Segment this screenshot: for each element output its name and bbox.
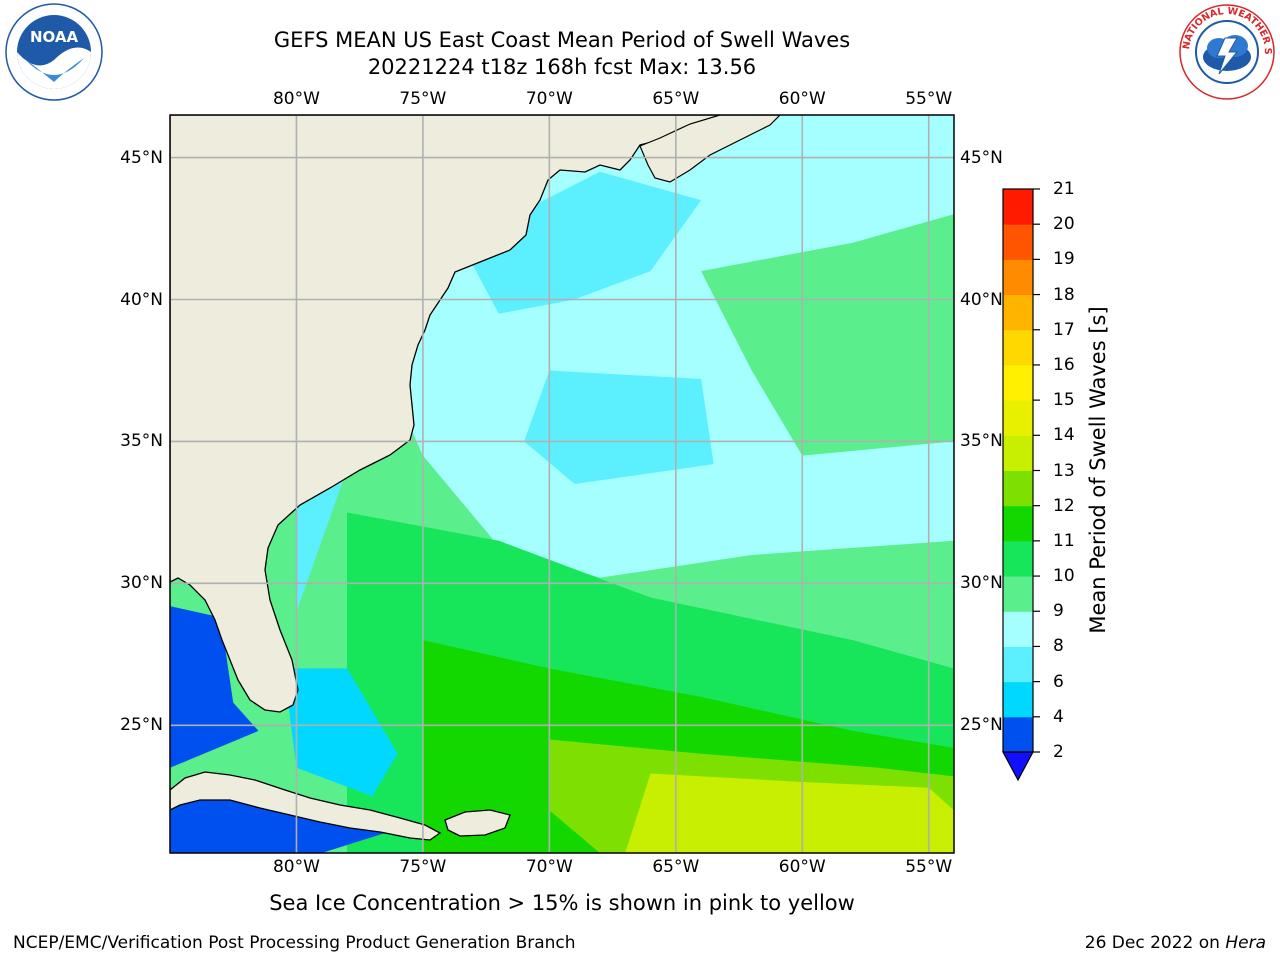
- colorbar-tick-label: 21: [1053, 179, 1075, 199]
- latitude-tick-left: 35°N: [120, 431, 163, 452]
- latitude-tick-right: 40°N: [960, 289, 1003, 310]
- colorbar-tick-label: 18: [1053, 284, 1075, 305]
- longitude-tick-bottom: 80°W: [272, 857, 320, 877]
- footer-date: 26 Dec 2022 on Hera: [1085, 933, 1266, 953]
- latitude-tick-left: 25°N: [120, 715, 163, 736]
- longitude-tick-top: 65°W: [652, 89, 700, 109]
- colorbar-swatch: [1003, 470, 1033, 507]
- colorbar-swatch: [1003, 681, 1033, 718]
- land-hispaniola: [444, 809, 511, 837]
- svg-text:NOAA: NOAA: [30, 28, 79, 46]
- longitude-tick-top: 60°W: [778, 89, 826, 109]
- colorbar-swatch: [1003, 259, 1033, 296]
- longitude-tick-bottom: 60°W: [778, 857, 826, 877]
- colorbar-extend-arrow: [1001, 751, 1035, 782]
- colorbar-tick-label: 10: [1053, 566, 1075, 587]
- colorbar-tick-label: 14: [1053, 425, 1075, 446]
- colorbar-swatch: [1003, 540, 1033, 577]
- map-title: GEFS MEAN US East Coast Mean Period of S…: [273, 28, 851, 52]
- longitude-tick-bottom: 70°W: [525, 857, 573, 877]
- swell-period-zone: [170, 606, 259, 768]
- latitude-tick-right: 45°N: [960, 147, 1003, 168]
- colorbar-swatch: [1003, 364, 1033, 401]
- swell-period-zone: [283, 668, 398, 797]
- colorbar-label: Mean Period of Swell Waves [s]: [1086, 306, 1110, 634]
- longitude-tick-top: 80°W: [272, 89, 320, 109]
- swell-period-zone: [625, 773, 954, 853]
- colorbar-swatch: [1003, 189, 1033, 225]
- colorbar-swatch: [1003, 716, 1033, 753]
- colorbar-tick-label: 11: [1053, 530, 1075, 551]
- swell-period-zone: [296, 398, 373, 612]
- colorbar-swatch: [1003, 576, 1033, 612]
- colorbar-tick-label: 19: [1053, 249, 1075, 270]
- colorbar-tick-label: 12: [1053, 495, 1075, 516]
- swell-period-zone: [701, 214, 954, 456]
- colorbar-swatch: [1003, 224, 1033, 260]
- swell-period-zone: [170, 787, 385, 853]
- swell-period-zone: [524, 370, 714, 484]
- colorbar-tick-label: 15: [1053, 390, 1075, 411]
- land-cuba: [170, 771, 442, 841]
- footer-credit: NCEP/EMC/Verification Post Processing Pr…: [13, 933, 576, 953]
- colorbar-tick-label: 16: [1053, 354, 1075, 375]
- longitude-tick-top: 70°W: [525, 89, 573, 109]
- colorbar-tick-label: 6: [1053, 671, 1064, 692]
- longitude-tick-top: 55°W: [905, 89, 953, 109]
- swell-period-zone: [460, 171, 702, 314]
- colorbar-swatch: [1003, 435, 1033, 471]
- footer-host: Hera: [1225, 933, 1266, 953]
- footer-date-text: 26 Dec 2022 on: [1084, 933, 1226, 953]
- sea-ice-note: Sea Ice Concentration > 15% is shown in …: [269, 891, 855, 915]
- longitude-tick-bottom: 75°W: [399, 857, 447, 877]
- longitude-tick-top: 75°W: [399, 89, 447, 109]
- colorbar-tick-label: 17: [1053, 319, 1075, 340]
- colorbar-tick-label: 4: [1053, 706, 1064, 727]
- latitude-tick-left: 30°N: [120, 573, 163, 594]
- colorbar-tick-label: 9: [1053, 601, 1064, 622]
- longitude-tick-bottom: 65°W: [652, 857, 700, 877]
- colorbar-tick-label: 2: [1053, 742, 1064, 762]
- map-subtitle: 20221224 t18z 168h fcst Max: 13.56: [367, 55, 757, 79]
- colorbar-swatch: [1003, 646, 1033, 683]
- colorbar-tick-label: 13: [1053, 460, 1075, 481]
- map-frame: [169, 114, 955, 854]
- land-nova-scotia: [639, 115, 781, 183]
- colorbar-swatch: [1003, 400, 1033, 436]
- noaa-logo: NOAA: [5, 3, 103, 101]
- longitude-tick-bottom: 55°W: [905, 857, 953, 877]
- latitude-tick-right: 30°N: [960, 573, 1003, 594]
- land-north-america: [170, 115, 721, 713]
- colorbar-swatch: [1003, 611, 1033, 647]
- colorbar-swatch: [1003, 329, 1033, 366]
- latitude-tick-right: 35°N: [960, 431, 1003, 452]
- latitude-tick-left: 40°N: [120, 289, 163, 310]
- colorbar-swatch: [1003, 294, 1033, 331]
- latitude-tick-right: 25°N: [960, 715, 1003, 736]
- colorbar-swatch: [1003, 505, 1033, 542]
- latitude-tick-left: 45°N: [120, 147, 163, 168]
- colorbar-tick-label: 8: [1053, 636, 1064, 657]
- nws-logo: NATIONAL WEATHER SERVICE: [1177, 2, 1275, 100]
- colorbar-tick-label: 20: [1053, 214, 1075, 235]
